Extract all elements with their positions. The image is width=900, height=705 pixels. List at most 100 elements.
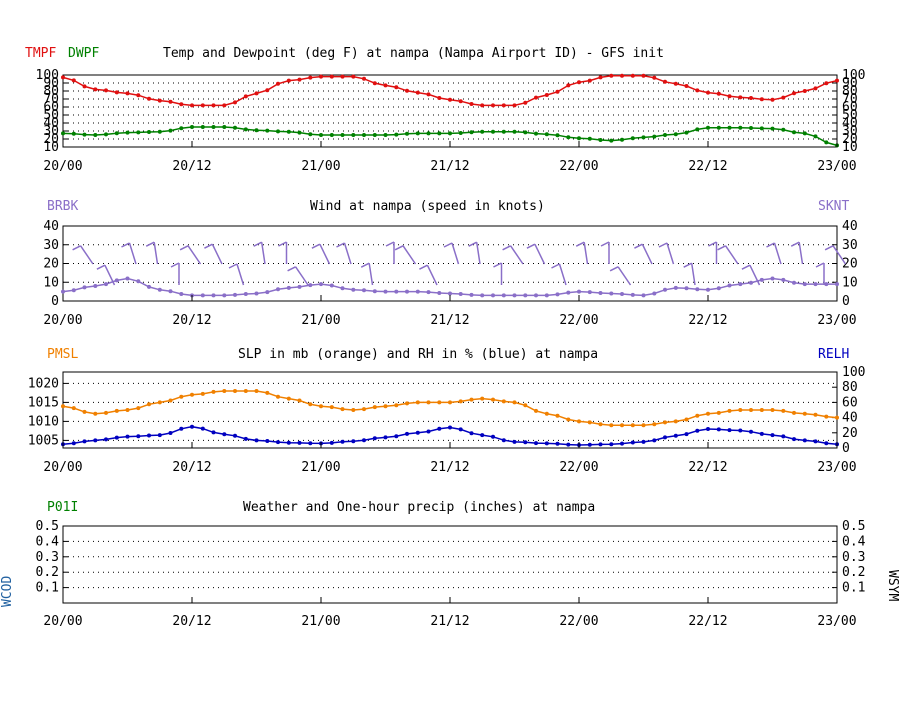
- dwpf-data-point: [276, 129, 280, 134]
- sknt-data-point: [329, 283, 334, 288]
- pmsl-data-point: [480, 396, 485, 401]
- tmpf-data-point: [114, 90, 119, 95]
- sknt-data-point: [222, 293, 227, 298]
- sknt-data-point: [641, 293, 646, 298]
- tmpf-data-point: [405, 88, 409, 93]
- precip-ytick-label-right: 0.1: [842, 581, 865, 596]
- sknt-data-point: [276, 287, 280, 292]
- wind-barb-flag: [815, 262, 825, 268]
- sknt-data-point: [147, 284, 151, 289]
- wind-barb-flag: [287, 266, 296, 272]
- relh-data-point: [286, 440, 291, 445]
- wind-xtick-label: 23/00: [817, 313, 856, 328]
- dwpf-data-point: [200, 125, 205, 129]
- wind-barb: [343, 242, 352, 265]
- wind-barb-flag: [708, 241, 717, 247]
- panel-wind: BRBK Wind at nampa (speed in knots) SKNT…: [43, 199, 857, 328]
- tmpf-data-point: [104, 88, 108, 93]
- dwpf-data-point: [114, 131, 119, 136]
- precip-ytick-label-right: 0.4: [842, 534, 866, 549]
- sknt-data-point: [405, 289, 409, 294]
- dwpf-data-point: [82, 132, 87, 137]
- legend-relh: RELH: [818, 347, 849, 362]
- sknt-data-point: [544, 293, 549, 298]
- relh-data-point: [630, 440, 635, 445]
- slp-xtick-label: 22/12: [688, 460, 727, 475]
- precip-xtick-label: 22/12: [688, 614, 727, 629]
- precip-ytick-label: 0.1: [36, 581, 59, 596]
- sknt-data-point: [684, 286, 689, 291]
- relh-data-point: [738, 428, 743, 433]
- dwpf-data-point: [394, 132, 399, 137]
- wind-barb-flag: [336, 242, 345, 248]
- tmpf-data-point: [641, 73, 646, 78]
- label-wcod: WCOD: [0, 576, 15, 607]
- dwpf-data-point: [727, 125, 732, 130]
- sknt-data-point: [71, 288, 76, 293]
- sknt-data-point: [233, 292, 237, 297]
- pmsl-data-point: [286, 396, 291, 401]
- pmsl-data-point: [587, 420, 592, 425]
- tmpf-data-point: [383, 83, 388, 88]
- dwpf-data-point: [523, 130, 528, 135]
- relh-data-point: [663, 435, 667, 440]
- sknt-data-point: [706, 287, 710, 292]
- pmsl-data-point: [663, 420, 667, 425]
- dwpf-data-point: [71, 131, 76, 136]
- tmpf-data-point: [179, 102, 184, 107]
- temp-xtick-label: 20/12: [172, 159, 211, 174]
- wind-xtick-label: 21/00: [301, 313, 340, 328]
- precip-ytick-label-right: 0.5: [842, 519, 865, 534]
- slp-ytick-label-right: 80: [842, 380, 858, 395]
- wind-ytick-label-right: 20: [842, 257, 858, 272]
- temp-ytick-label-right: 60: [842, 100, 858, 115]
- panel2-title: Wind at nampa (speed in knots): [310, 199, 545, 214]
- precip-xtick-label: 23/00: [817, 614, 856, 629]
- slp-xtick-label: 21/00: [301, 460, 340, 475]
- sknt-data-point: [136, 279, 141, 284]
- wind-barb: [749, 264, 761, 286]
- wind-barb: [211, 243, 223, 265]
- relh-data-point: [684, 432, 689, 437]
- tmpf-data-point: [469, 102, 474, 106]
- sknt-data-point: [577, 289, 581, 294]
- relh-data-point: [641, 439, 646, 444]
- sknt-data-point: [673, 285, 678, 290]
- relh-data-point: [706, 427, 710, 431]
- relh-data-point: [802, 438, 807, 443]
- dwpf-data-point: [738, 125, 743, 130]
- tmpf-data-point: [544, 93, 549, 97]
- pmsl-data-point: [469, 397, 474, 402]
- wind-barb: [832, 245, 847, 265]
- temp-ytick-label: 50: [43, 108, 59, 123]
- tmpf-data-point: [168, 99, 173, 104]
- dwpf-data-point: [566, 135, 571, 140]
- temp-ytick-label: 70: [43, 92, 59, 107]
- precip-xtick-label: 21/12: [430, 614, 469, 629]
- sknt-data-point: [319, 282, 323, 287]
- pmsl-data-point: [555, 413, 560, 418]
- sknt-data-point: [351, 287, 356, 292]
- tmpf-data-point: [147, 96, 151, 101]
- temp-ytick-label: 40: [43, 116, 59, 131]
- relh-data-point: [792, 437, 796, 442]
- sknt-data-point: [652, 291, 657, 296]
- wind-barb: [187, 245, 202, 265]
- wind-barb: [475, 242, 481, 265]
- sknt-data-point: [620, 292, 624, 296]
- tmpf-data-point: [190, 103, 194, 108]
- wind-barb: [617, 266, 632, 286]
- tmpf-data-point: [620, 73, 624, 78]
- pmsl-data-point: [394, 403, 399, 408]
- dwpf-data-point: [383, 133, 388, 137]
- tmpf-data-point: [523, 100, 528, 105]
- relh-data-point: [759, 431, 764, 436]
- wind-barb: [153, 242, 159, 265]
- panel1-frame: [62, 74, 838, 148]
- wind-barb-flag: [96, 264, 106, 270]
- dwpf-data-point: [286, 129, 291, 134]
- wind-barb-flag: [278, 241, 287, 247]
- tmpf-data-point: [716, 91, 721, 96]
- relh-data-point: [555, 441, 560, 446]
